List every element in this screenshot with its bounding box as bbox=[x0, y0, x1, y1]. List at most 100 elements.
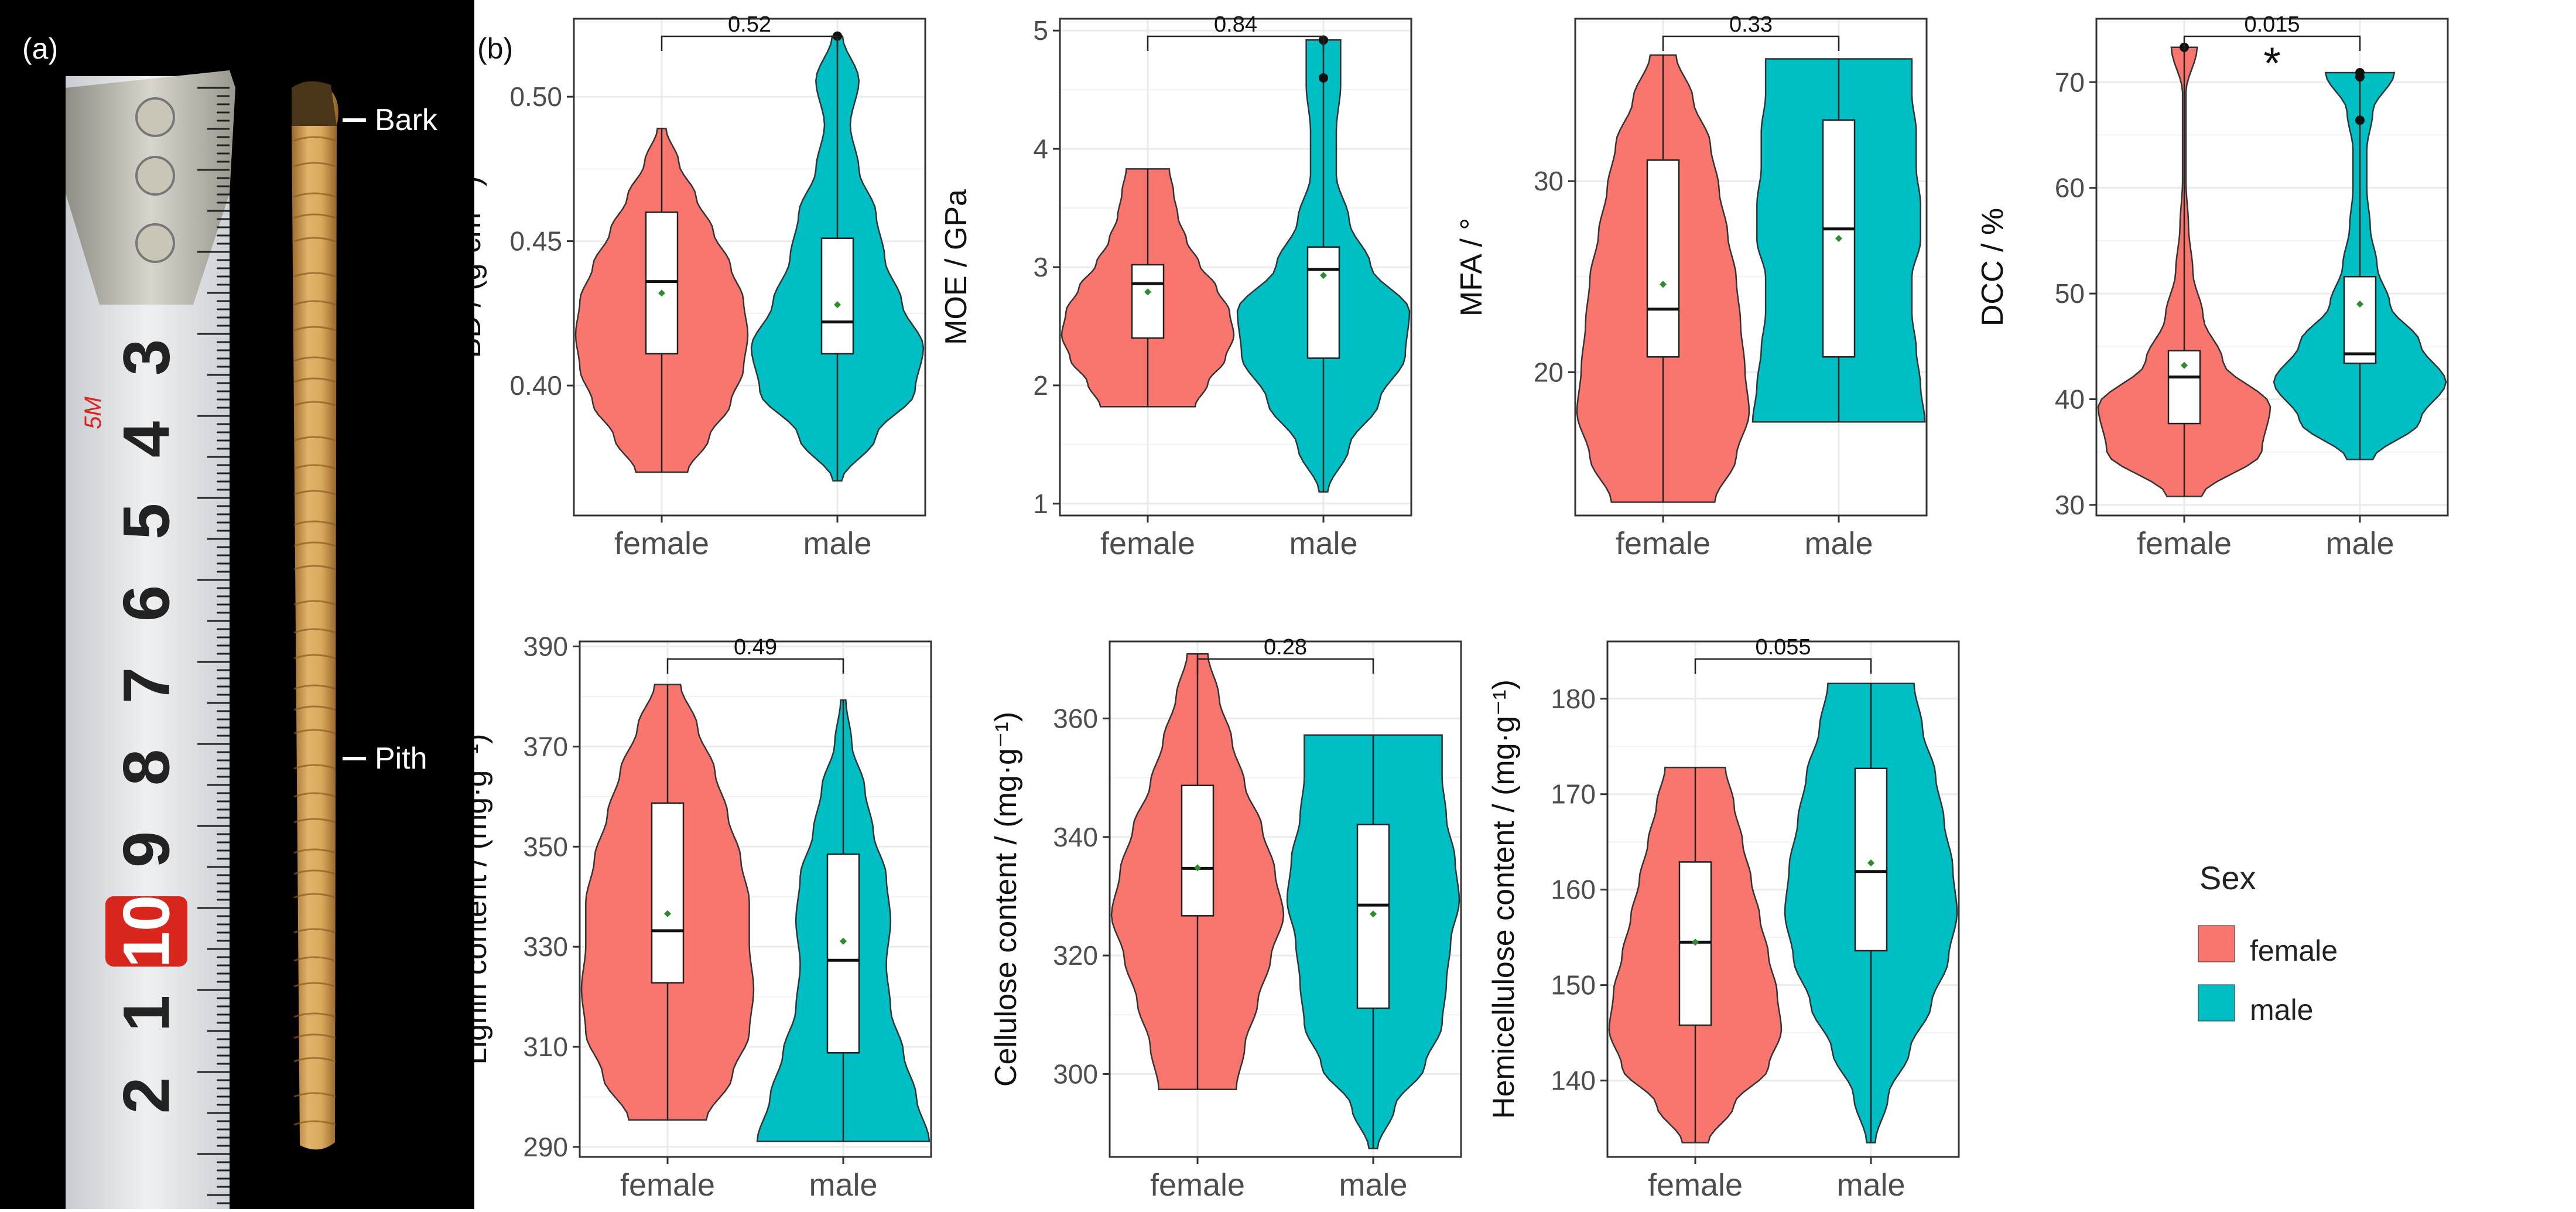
bark-label: Bark bbox=[375, 103, 438, 137]
tape-number: 10 bbox=[110, 895, 183, 968]
core-ring bbox=[293, 818, 336, 824]
y-axis-label: MFA / ° bbox=[1455, 218, 1489, 316]
tape-number: 7 bbox=[110, 667, 183, 704]
x-tick-label: female bbox=[1616, 526, 1711, 561]
core-ring bbox=[293, 326, 336, 332]
tape-ticks bbox=[197, 87, 230, 1204]
y-tick-label: 290 bbox=[523, 1132, 568, 1162]
p-value-bracket bbox=[1147, 35, 1325, 51]
x-tick-label: female bbox=[1100, 526, 1195, 561]
chart-mfa: 20 30 female male MFA / ° 0.33 bbox=[1455, 12, 1928, 561]
chart-hemicellulose: 140 150 160 170 180 female male Hemicellulose c… bbox=[1487, 635, 1960, 1203]
wood-core-sample bbox=[292, 86, 338, 1150]
tape-number: 1 bbox=[110, 995, 183, 1032]
p-value-bracket bbox=[1694, 658, 1872, 674]
mean-point-male bbox=[840, 937, 847, 945]
tape-number: 2 bbox=[110, 1077, 183, 1114]
core-ring bbox=[293, 490, 336, 496]
core-ring bbox=[293, 600, 336, 606]
y-axis-label: Cellulose content / (mg·g⁻¹) bbox=[989, 712, 1023, 1087]
y-tick-label: 0.40 bbox=[509, 370, 562, 401]
mean-point-male bbox=[1320, 272, 1327, 279]
legend-title: Sex bbox=[2199, 859, 2256, 896]
y-tick-label: 0.45 bbox=[509, 226, 562, 257]
p-value-label: 0.055 bbox=[1755, 635, 1811, 660]
core-ring bbox=[293, 654, 336, 660]
core-ring bbox=[293, 272, 336, 278]
core-ring bbox=[293, 162, 336, 168]
bark-end bbox=[292, 81, 337, 126]
y-tick-label: 330 bbox=[523, 931, 568, 962]
photo-panel: 3 4 5 6 7 8 9 10 1 2 5M Bark Pith (a) bbox=[0, 0, 474, 1209]
p-value-bracket bbox=[1196, 658, 1374, 674]
y-tick-label: 50 bbox=[2055, 278, 2085, 309]
x-tick-label: female bbox=[1150, 1167, 1245, 1203]
core-ring bbox=[293, 1092, 336, 1098]
photo-illustration: 3 4 5 6 7 8 9 10 1 2 5M Bark Pith (a) bbox=[0, 0, 474, 1209]
mean-point-male bbox=[1867, 859, 1874, 867]
tape-number: 6 bbox=[110, 585, 183, 622]
mean-point-male bbox=[1370, 910, 1377, 918]
chart-moe: 1 2 3 4 5 female male MOE / GPa 0.84 bbox=[939, 12, 1412, 561]
y-tick-label: 30 bbox=[1534, 166, 1564, 196]
box-male bbox=[2343, 275, 2377, 364]
outlier-point bbox=[2355, 115, 2365, 125]
x-tick-label: male bbox=[1289, 526, 1357, 561]
core-rings bbox=[293, 136, 336, 1126]
box-female bbox=[1131, 264, 1165, 339]
plot-border bbox=[573, 18, 926, 517]
y-tick-label: 20 bbox=[1534, 357, 1564, 387]
outlier-point bbox=[2355, 72, 2365, 82]
tape-number: 8 bbox=[110, 749, 183, 786]
x-tick-label: male bbox=[1836, 1167, 1905, 1203]
x-tick-label: female bbox=[614, 526, 709, 561]
y-tick-label: 0.50 bbox=[509, 81, 562, 112]
core-ring bbox=[293, 541, 336, 547]
box-female bbox=[1181, 784, 1215, 917]
mean-point-female bbox=[1144, 288, 1151, 296]
y-tick-label: 70 bbox=[2055, 67, 2085, 97]
chart-bd: 0.40 0.45 0.50 female male BD / (g·cm⁻³) 0.52 bbox=[453, 12, 926, 561]
mean-point-male bbox=[1835, 235, 1842, 243]
p-value-bracket bbox=[661, 35, 839, 51]
mean-point-female bbox=[2181, 361, 2188, 369]
mean-point-male bbox=[834, 301, 841, 309]
core-ring bbox=[293, 1057, 336, 1063]
core-ring bbox=[293, 764, 336, 770]
tape-number-highlight bbox=[105, 896, 187, 967]
plot-border bbox=[1606, 640, 1960, 1158]
legend-label-male: male bbox=[2250, 994, 2313, 1026]
pith-label: Pith bbox=[375, 742, 427, 776]
x-tick-label: male bbox=[1339, 1167, 1407, 1203]
box-male bbox=[820, 237, 854, 355]
core-ring bbox=[293, 869, 336, 875]
core-ring bbox=[293, 520, 336, 526]
core-ring bbox=[293, 300, 336, 306]
p-value-bracket bbox=[666, 658, 844, 674]
box-male bbox=[1306, 246, 1340, 359]
core-ring bbox=[293, 401, 336, 407]
violin-plots-panel: (b) 0.40 0.45 0.50 female male BD / (g·cm⁻³) 0… bbox=[453, 0, 2576, 1209]
tape-numbers: 3 4 5 6 7 8 9 10 1 2 bbox=[105, 339, 187, 1114]
mean-point-female bbox=[664, 910, 671, 917]
mean-point-male bbox=[2356, 301, 2363, 308]
core-ring bbox=[293, 192, 336, 198]
y-axis-label: BD / (g·cm⁻³) bbox=[474, 176, 487, 359]
core-ring bbox=[293, 956, 336, 962]
y-tick-label: 340 bbox=[1053, 822, 1098, 852]
core-ring bbox=[293, 893, 336, 899]
chart-dcc: 30 40 50 60 70 female male DCC / % 0.015* bbox=[1976, 12, 2449, 561]
y-tick-label: 140 bbox=[1551, 1066, 1596, 1096]
panel-b-label: (b) bbox=[477, 32, 513, 65]
p-value-label: 0.015 bbox=[2244, 12, 2300, 37]
core-ring bbox=[293, 729, 336, 735]
hook-rivet bbox=[135, 223, 175, 263]
x-tick-label: male bbox=[1804, 526, 1873, 561]
tape-number: 9 bbox=[110, 831, 183, 868]
mean-point-female bbox=[1692, 938, 1699, 946]
core-ring bbox=[293, 1033, 336, 1039]
chart-cellulose: 300 320 340 360 female male Cellulose content … bbox=[989, 635, 1462, 1203]
y-axis-label: MOE / GPa bbox=[939, 189, 973, 345]
plot-border bbox=[1109, 640, 1462, 1158]
p-value-bracket bbox=[2183, 35, 2361, 51]
